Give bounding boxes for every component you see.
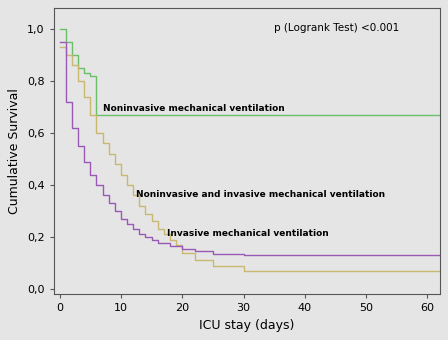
Text: Noninvasive and invasive mechanical ventilation: Noninvasive and invasive mechanical vent… <box>136 190 385 199</box>
Text: Invasive mechanical ventilation: Invasive mechanical ventilation <box>167 228 329 238</box>
Text: Noninvasive mechanical ventilation: Noninvasive mechanical ventilation <box>103 104 284 113</box>
Text: p (Logrank Test) <0.001: p (Logrank Test) <0.001 <box>274 23 399 33</box>
X-axis label: ICU stay (days): ICU stay (days) <box>199 319 294 332</box>
Y-axis label: Cumulative Survival: Cumulative Survival <box>9 88 22 214</box>
